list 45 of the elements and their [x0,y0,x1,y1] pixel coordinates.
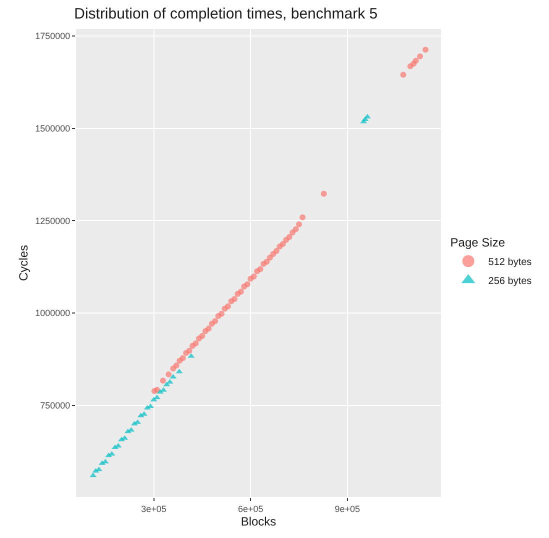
point [160,378,166,384]
x-tick-label: 6e+05 [238,504,264,514]
point [154,394,160,400]
x-tick-label: 3e+05 [141,504,166,514]
point [166,371,172,378]
x-axis-title: Blocks [240,514,276,529]
point [218,310,225,317]
point [160,387,167,392]
point [231,296,238,302]
point [417,53,424,60]
point [180,355,186,362]
x-tick-label: 9e+05 [334,504,360,514]
point [173,362,180,368]
point [199,332,206,339]
point [422,46,429,53]
legend-title: Page Size [450,236,506,250]
point [300,214,306,220]
point [280,240,286,247]
point [412,58,419,64]
chart-title: Distribution of completion times, benchmark 5 [74,6,378,23]
point [266,254,273,261]
point [212,318,218,324]
y-tick-label: 750000 [40,400,70,411]
y-tick-label: 1500000 [35,124,70,134]
y-axis-title: Cycles [16,244,30,282]
point [225,303,231,310]
point [292,226,299,232]
point [296,221,302,228]
point [238,288,244,295]
legend-label: 256 bytes [488,276,532,287]
point [273,248,280,254]
point [186,348,192,354]
point [244,281,250,288]
point [286,234,292,240]
legend-label: 512 bytes [488,257,532,268]
point [320,190,327,197]
y-tick-label: 1250000 [35,216,70,226]
y-tick-label: 1000000 [35,308,70,318]
point [400,72,406,78]
y-tick-label: 1750000 [35,31,70,42]
point [264,258,270,265]
point [192,340,199,346]
point [257,266,264,272]
point [206,326,212,332]
point [250,273,257,280]
